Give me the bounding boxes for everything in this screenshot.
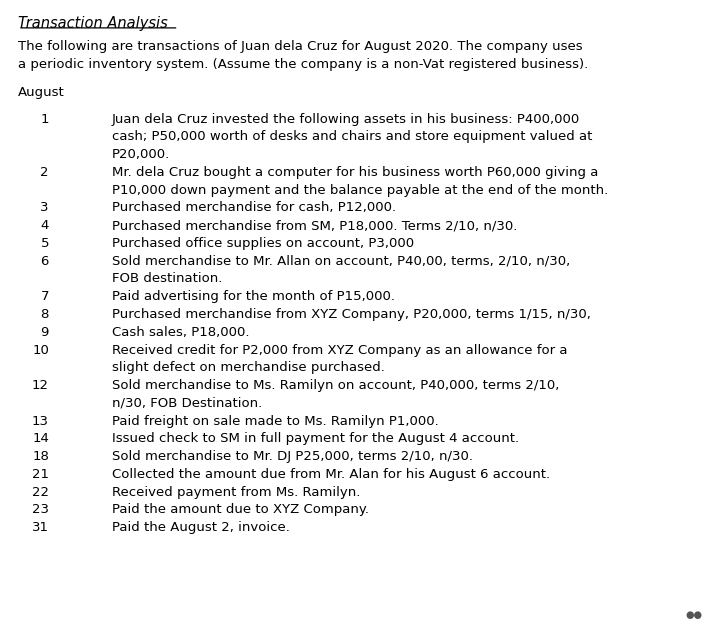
Text: Paid the August 2, invoice.: Paid the August 2, invoice. xyxy=(112,521,289,534)
Text: 10: 10 xyxy=(32,344,49,356)
Text: 7: 7 xyxy=(40,290,49,303)
Text: 13: 13 xyxy=(32,415,49,427)
Text: cash; P50,000 worth of desks and chairs and store equipment valued at: cash; P50,000 worth of desks and chairs … xyxy=(112,131,592,143)
Text: 23: 23 xyxy=(32,503,49,516)
Text: 14: 14 xyxy=(32,432,49,445)
Text: Cash sales, P18,000.: Cash sales, P18,000. xyxy=(112,326,249,339)
Text: Paid freight on sale made to Ms. Ramilyn P1,000.: Paid freight on sale made to Ms. Ramilyn… xyxy=(112,415,438,427)
Text: 6: 6 xyxy=(40,255,49,268)
Text: The following are transactions of Juan dela Cruz for August 2020. The company us: The following are transactions of Juan d… xyxy=(18,40,582,53)
Text: 4: 4 xyxy=(40,219,49,232)
Text: 18: 18 xyxy=(32,450,49,463)
Text: 8: 8 xyxy=(40,308,49,321)
Text: Purchased merchandise from XYZ Company, P20,000, terms 1/15, n/30,: Purchased merchandise from XYZ Company, … xyxy=(112,308,590,321)
Text: Purchased merchandise for cash, P12,000.: Purchased merchandise for cash, P12,000. xyxy=(112,202,396,214)
Text: P10,000 down payment and the balance payable at the end of the month.: P10,000 down payment and the balance pay… xyxy=(112,184,608,197)
Text: 2: 2 xyxy=(40,166,49,179)
Text: slight defect on merchandise purchased.: slight defect on merchandise purchased. xyxy=(112,361,384,374)
Text: 1: 1 xyxy=(40,113,49,126)
Text: n/30, FOB Destination.: n/30, FOB Destination. xyxy=(112,397,262,410)
Text: Sold merchandise to Mr. Allan on account, P40,00, terms, 2/10, n/30,: Sold merchandise to Mr. Allan on account… xyxy=(112,255,570,268)
Text: Sold merchandise to Mr. DJ P25,000, terms 2/10, n/30.: Sold merchandise to Mr. DJ P25,000, term… xyxy=(112,450,472,463)
Text: Received payment from Ms. Ramilyn.: Received payment from Ms. Ramilyn. xyxy=(112,486,360,498)
Text: Paid the amount due to XYZ Company.: Paid the amount due to XYZ Company. xyxy=(112,503,369,516)
Text: 21: 21 xyxy=(32,468,49,481)
Text: a periodic inventory system. (Assume the company is a non-Vat registered busines: a periodic inventory system. (Assume the… xyxy=(18,58,588,71)
Text: 9: 9 xyxy=(40,326,49,339)
Text: 5: 5 xyxy=(40,237,49,250)
Text: 12: 12 xyxy=(32,379,49,392)
Text: P20,000.: P20,000. xyxy=(112,148,170,161)
Text: ●●: ●● xyxy=(685,610,702,620)
Text: Purchased office supplies on account, P3,000: Purchased office supplies on account, P3… xyxy=(112,237,414,250)
Text: Received credit for P2,000 from XYZ Company as an allowance for a: Received credit for P2,000 from XYZ Comp… xyxy=(112,344,567,356)
Text: August: August xyxy=(18,86,65,99)
Text: 3: 3 xyxy=(40,202,49,214)
Text: Juan dela Cruz invested the following assets in his business: P400,000: Juan dela Cruz invested the following as… xyxy=(112,113,580,126)
Text: Collected the amount due from Mr. Alan for his August 6 account.: Collected the amount due from Mr. Alan f… xyxy=(112,468,550,481)
Text: 31: 31 xyxy=(32,521,49,534)
Text: Issued check to SM in full payment for the August 4 account.: Issued check to SM in full payment for t… xyxy=(112,432,518,445)
Text: Sold merchandise to Ms. Ramilyn on account, P40,000, terms 2/10,: Sold merchandise to Ms. Ramilyn on accou… xyxy=(112,379,559,392)
Text: 22: 22 xyxy=(32,486,49,498)
Text: Paid advertising for the month of P15,000.: Paid advertising for the month of P15,00… xyxy=(112,290,395,303)
Text: Purchased merchandise from SM, P18,000. Terms 2/10, n/30.: Purchased merchandise from SM, P18,000. … xyxy=(112,219,517,232)
Text: Transaction Analysis: Transaction Analysis xyxy=(18,16,168,31)
Text: FOB destination.: FOB destination. xyxy=(112,273,222,285)
Text: Mr. dela Cruz bought a computer for his business worth P60,000 giving a: Mr. dela Cruz bought a computer for his … xyxy=(112,166,598,179)
